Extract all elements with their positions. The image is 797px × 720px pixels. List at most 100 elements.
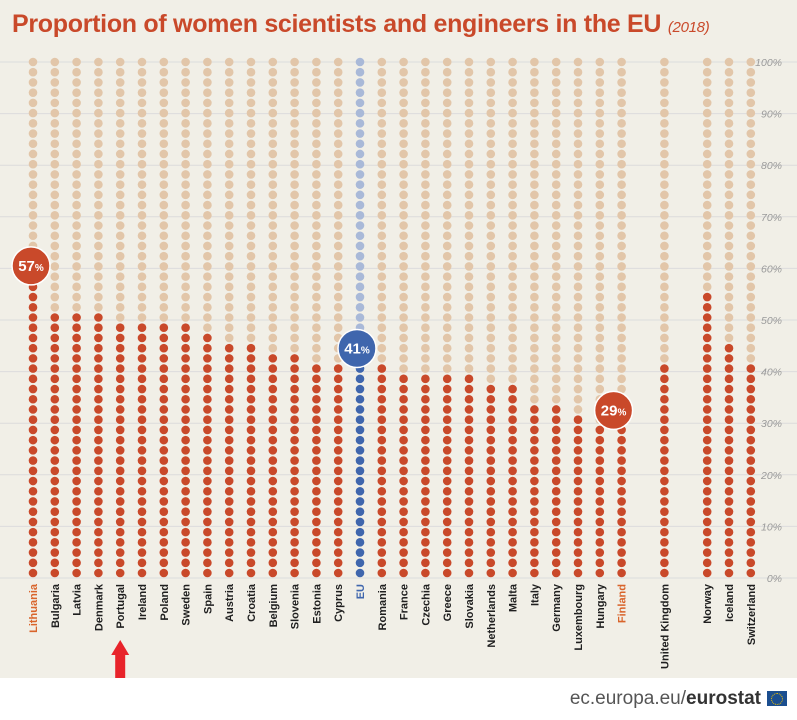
bar-dot <box>508 149 517 159</box>
bar-dot <box>137 149 147 159</box>
bar-sweden[interactable] <box>181 57 190 578</box>
bar-dot <box>355 251 365 261</box>
bar-dot <box>464 119 474 128</box>
bar-dot <box>421 221 430 230</box>
bar-dot <box>421 374 430 384</box>
bar-dot <box>333 456 343 465</box>
bar-bulgaria[interactable] <box>50 57 60 578</box>
bar-dot <box>137 527 147 537</box>
bar-dot <box>508 466 517 476</box>
chart-title: Proportion of women scientists and engin… <box>12 10 710 39</box>
bar-dot <box>312 108 321 118</box>
bar-dot <box>399 221 408 230</box>
bar-switzerland[interactable] <box>746 57 756 578</box>
bar-dot <box>203 159 212 169</box>
bar-portugal[interactable] <box>115 57 125 578</box>
bar-finland[interactable] <box>617 57 626 578</box>
bar-dot <box>115 425 125 435</box>
bar-germany[interactable] <box>551 57 561 578</box>
bar-lithuania[interactable] <box>28 57 38 578</box>
bar-dot <box>159 200 169 210</box>
bar-belgium[interactable] <box>268 57 278 578</box>
bar-italy[interactable] <box>530 57 539 578</box>
bar-dot <box>530 108 539 118</box>
bar-dot <box>246 262 256 271</box>
bar-dot <box>399 405 408 414</box>
bar-dot <box>595 98 605 108</box>
bar-iceland[interactable] <box>724 57 734 578</box>
bar-dot <box>573 139 583 149</box>
bar-dot <box>508 384 517 394</box>
bar-dot <box>530 190 539 200</box>
bar-latvia[interactable] <box>72 57 81 578</box>
bar-dot <box>530 139 539 149</box>
bar-dot <box>399 272 408 281</box>
bar-dot <box>377 67 387 77</box>
bar-dot <box>268 98 278 108</box>
bar-dot <box>355 446 365 455</box>
bar-estonia[interactable] <box>312 57 321 578</box>
bar-greece[interactable] <box>442 57 452 578</box>
bar-dot <box>246 456 256 465</box>
bar-united-kingdom[interactable] <box>660 57 669 578</box>
bar-romania[interactable] <box>377 57 387 578</box>
bar-dot <box>486 343 496 353</box>
bar-dot <box>115 313 125 322</box>
bar-dot <box>290 333 299 343</box>
bar-dot <box>399 170 408 179</box>
bar-dot <box>530 466 539 476</box>
bar-slovakia[interactable] <box>464 57 474 578</box>
bar-dot <box>203 476 212 486</box>
bar-cyprus[interactable] <box>333 57 343 578</box>
source-text[interactable]: ec.europa.eu/eurostat <box>570 688 761 710</box>
x-tick-label: Latvia <box>72 583 84 616</box>
bar-dot <box>377 78 387 87</box>
bar-dot <box>702 435 712 445</box>
bar-luxembourg[interactable] <box>573 57 583 578</box>
bar-eu[interactable] <box>355 57 365 578</box>
bar-dot <box>530 568 539 578</box>
bar-dot <box>551 456 561 465</box>
bar-dot <box>246 170 256 179</box>
bar-austria[interactable] <box>224 57 234 578</box>
x-tick-label: Cyprus <box>333 584 345 622</box>
bar-netherlands[interactable] <box>486 57 496 578</box>
bar-dot <box>702 476 712 486</box>
bar-dot <box>115 343 125 353</box>
bar-dot <box>421 180 430 189</box>
bar-dot <box>702 517 712 527</box>
bar-spain[interactable] <box>203 57 212 578</box>
bar-dot <box>530 292 539 302</box>
bar-czechia[interactable] <box>421 57 430 578</box>
bar-dot <box>442 262 452 271</box>
bar-dot <box>137 221 147 230</box>
bar-dot <box>660 507 669 516</box>
bar-dot <box>377 221 387 230</box>
bar-malta[interactable] <box>508 57 517 578</box>
bar-dot <box>72 88 81 97</box>
bar-norway[interactable] <box>702 57 712 578</box>
bar-dot <box>115 78 125 87</box>
bar-france[interactable] <box>399 57 408 578</box>
bar-dot <box>94 323 103 333</box>
bar-dot <box>115 282 125 292</box>
bar-dot <box>464 231 474 241</box>
bar-croatia[interactable] <box>246 57 256 578</box>
bar-dot <box>94 486 103 496</box>
bar-poland[interactable] <box>159 57 169 578</box>
bar-dot <box>595 272 605 281</box>
bar-dot <box>421 446 430 455</box>
bar-dot <box>551 558 561 568</box>
bar-dot <box>333 200 343 210</box>
bar-ireland[interactable] <box>137 57 147 578</box>
bar-hungary[interactable] <box>595 57 605 578</box>
bar-dot <box>312 343 321 353</box>
bar-slovenia[interactable] <box>290 57 299 578</box>
bar-dot <box>333 88 343 97</box>
bar-dot <box>660 343 669 353</box>
bar-dot <box>203 231 212 241</box>
bar-dot <box>551 405 561 414</box>
bar-dot <box>268 241 278 251</box>
bar-denmark[interactable] <box>94 57 103 578</box>
bar-dot <box>464 476 474 486</box>
